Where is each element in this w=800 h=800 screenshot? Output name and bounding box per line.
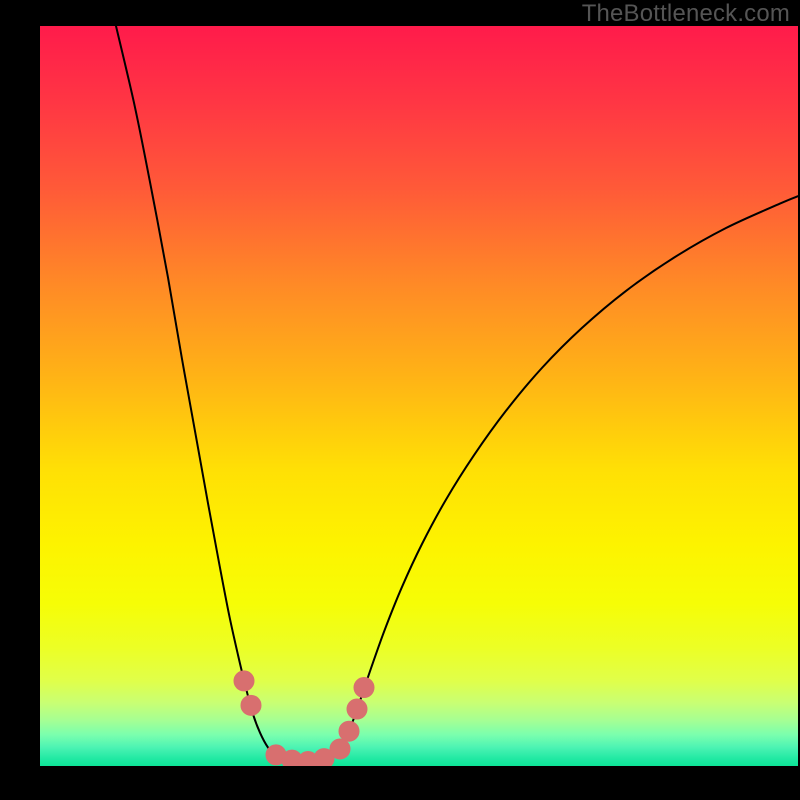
bottleneck-curve [40, 26, 798, 766]
marker-point [234, 671, 254, 691]
plot-area [40, 26, 798, 766]
watermark: TheBottleneck.com [582, 0, 790, 28]
marker-point [330, 739, 350, 759]
marker-point [339, 721, 359, 741]
marker-point [347, 699, 367, 719]
marker-point [354, 678, 374, 698]
marker-point [241, 695, 261, 715]
curve-line [116, 26, 798, 762]
plot-outer [0, 26, 800, 800]
